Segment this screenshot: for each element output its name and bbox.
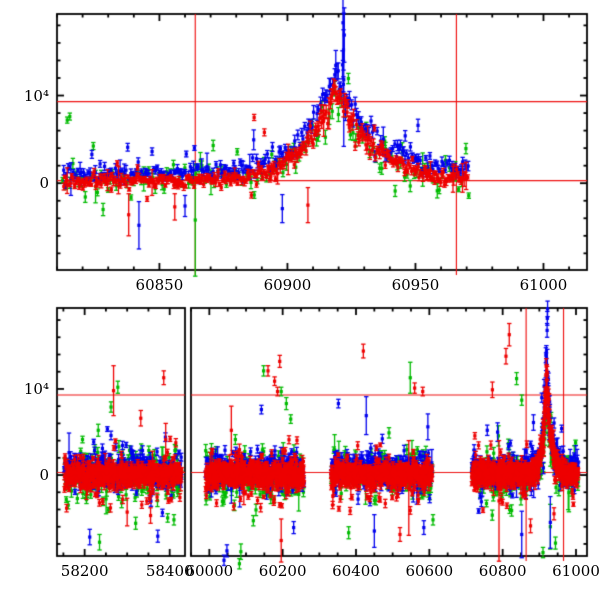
two-panel-light-curve-figure: 60850 60900 60950 61000 0 10⁴ 58200 58400 60000 6… (0, 0, 600, 600)
scatter-plot-canvas (0, 0, 600, 600)
